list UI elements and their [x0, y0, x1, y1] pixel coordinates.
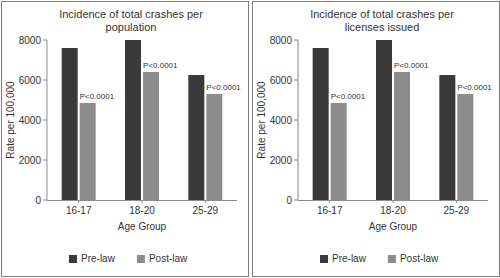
bar — [80, 103, 96, 200]
x-tick-label: 16-17 — [317, 205, 343, 216]
y-tick — [294, 200, 298, 201]
legend-label: Post-law — [149, 253, 188, 264]
y-tick-label: 2000 — [19, 155, 42, 166]
legend-label: Pre-law — [332, 253, 367, 264]
x-tick — [205, 200, 206, 203]
panel-frame — [2, 2, 249, 277]
y-tick — [294, 80, 298, 81]
annotation: P<0.0001 — [394, 61, 429, 70]
x-tick — [142, 200, 143, 203]
bar — [313, 48, 329, 200]
bar — [188, 75, 204, 200]
y-tick — [294, 160, 298, 161]
x-tick-label: 18-20 — [129, 205, 155, 216]
legend-swatch — [69, 255, 77, 263]
y-tick — [43, 160, 47, 161]
bar — [394, 72, 410, 200]
chart-title: Incidence of total crashes per populatio… — [56, 8, 206, 34]
x-axis-label: Age Group — [118, 221, 167, 232]
x-tick-label: 16-17 — [66, 205, 92, 216]
y-tick-label: 8000 — [270, 35, 293, 46]
panel-frame — [253, 2, 500, 277]
legend-swatch — [388, 255, 396, 263]
x-tick-label: 25-29 — [193, 205, 219, 216]
y-tick — [43, 80, 47, 81]
y-tick-label: 2000 — [270, 155, 293, 166]
annotation: P<0.0001 — [143, 61, 178, 70]
x-tick-label: 25-29 — [444, 205, 470, 216]
bar — [376, 40, 392, 200]
y-tick-label: 0 — [286, 195, 292, 206]
legend-swatch — [137, 255, 145, 263]
x-axis-label: Age Group — [369, 221, 418, 232]
y-tick — [294, 120, 298, 121]
annotation: P<0.0001 — [80, 92, 115, 101]
bars — [62, 40, 223, 200]
legend-swatch — [320, 255, 328, 263]
x-tick — [393, 200, 394, 203]
x-tick — [329, 200, 330, 203]
legend-label: Post-law — [400, 253, 439, 264]
bar — [206, 94, 222, 200]
bar — [125, 40, 141, 200]
y-tick-label: 4000 — [19, 115, 42, 126]
annotation: P<0.0001 — [457, 83, 492, 92]
bar — [439, 75, 455, 200]
bar — [457, 94, 473, 200]
y-tick-label: 0 — [35, 195, 41, 206]
chart-canvas: 0 2000 4000 6000 8000 Rate per 100,000 16-17 P<… — [0, 0, 500, 278]
legend-label: Pre-law — [81, 253, 116, 264]
y-tick — [294, 40, 298, 41]
annotation: P<0.0001 — [331, 92, 366, 101]
y-axis-label: Rate per 100,000 — [256, 81, 267, 159]
x-tick — [78, 200, 79, 203]
bar — [331, 103, 347, 200]
y-tick-label: 8000 — [19, 35, 42, 46]
y-tick-label: 6000 — [19, 75, 42, 86]
y-axis-label: Rate per 100,000 — [5, 81, 16, 159]
bar — [62, 48, 78, 200]
y-tick-label: 6000 — [270, 75, 293, 86]
x-tick — [456, 200, 457, 203]
bar — [143, 72, 159, 200]
y-tick — [43, 200, 47, 201]
y-tick-label: 4000 — [270, 115, 293, 126]
x-tick-label: 18-20 — [380, 205, 406, 216]
y-tick — [43, 120, 47, 121]
figure: 0 2000 4000 6000 8000 Rate per 100,000 16-17 P<… — [0, 0, 500, 278]
annotation: P<0.0001 — [206, 83, 241, 92]
chart-title: Incidence of total crashes per licenses … — [307, 8, 457, 34]
bars — [313, 40, 474, 200]
y-tick — [43, 40, 47, 41]
